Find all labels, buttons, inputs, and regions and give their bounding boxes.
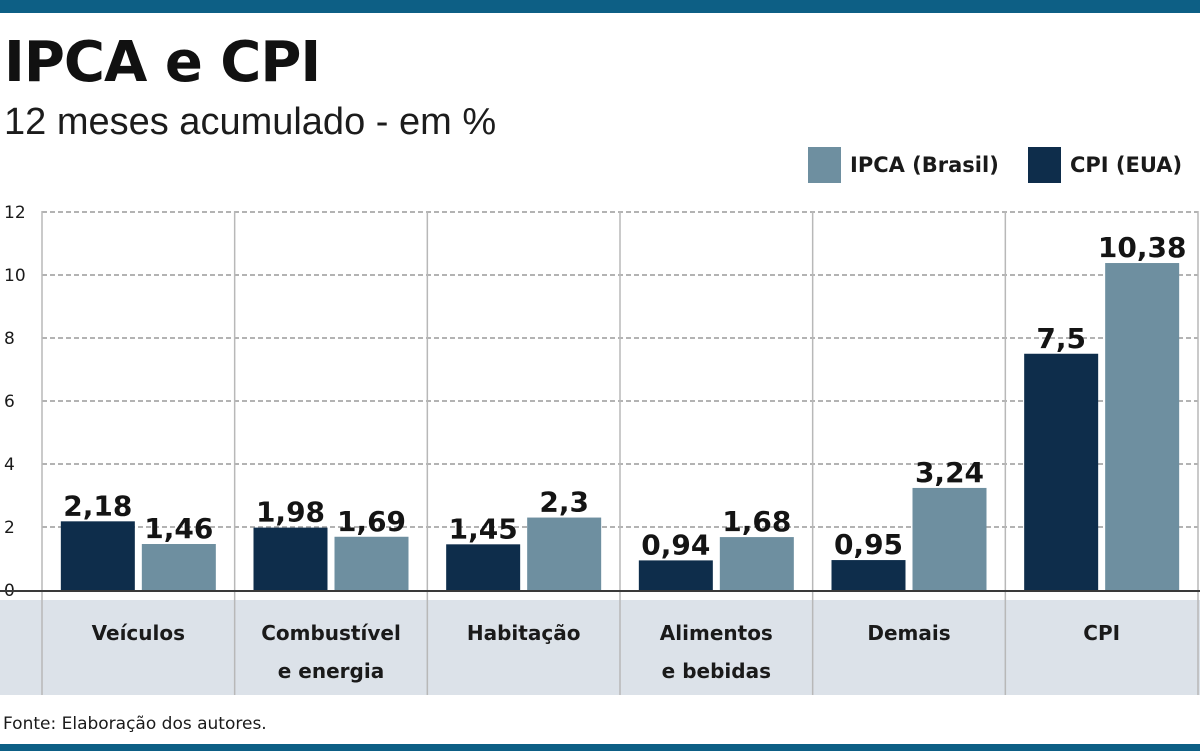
bar-ipca — [527, 517, 602, 590]
bar-ipca — [1105, 263, 1180, 590]
category-band — [0, 600, 1200, 695]
data-label: 3,24 — [915, 456, 984, 489]
category-label: Habitação — [467, 621, 581, 645]
category-label: CPI — [1083, 621, 1120, 645]
bar-cpi — [1024, 353, 1099, 590]
chart-subtitle: 12 meses acumulado - em % — [4, 101, 497, 143]
data-label: 2,3 — [539, 486, 589, 519]
data-label: 1,98 — [256, 496, 325, 529]
bar-ipca — [719, 537, 794, 590]
source-note: Fonte: Elaboração dos autores. — [3, 714, 267, 734]
data-label: 2,18 — [63, 489, 132, 522]
legend-item-ipca: IPCA (Brasil) — [808, 147, 999, 183]
legend-swatch-cpi — [1028, 147, 1061, 183]
top-accent-band — [0, 0, 1200, 13]
y-tick-label: 12 — [4, 203, 26, 223]
legend-label-ipca: IPCA (Brasil) — [850, 153, 999, 177]
y-tick-label: 2 — [4, 518, 15, 538]
legend-item-cpi: CPI (EUA) — [1028, 147, 1182, 183]
category-label: Combustível — [261, 621, 401, 645]
data-label: 1,45 — [449, 512, 518, 545]
y-tick-label: 6 — [4, 392, 15, 412]
data-label: 1,68 — [722, 505, 791, 538]
category-label: Demais — [867, 621, 950, 645]
bar-ipca — [334, 536, 409, 590]
bar-cpi — [638, 560, 713, 590]
data-label: 0,95 — [834, 528, 903, 561]
category-label: Alimentos — [660, 621, 773, 645]
data-label: 1,69 — [337, 505, 406, 538]
y-tick-label: 8 — [4, 329, 15, 349]
category-label: e energia — [278, 659, 384, 683]
bottom-accent-band — [0, 744, 1200, 751]
bar-cpi — [831, 560, 906, 590]
bar-cpi — [60, 521, 135, 590]
y-tick-label: 10 — [4, 266, 26, 286]
y-tick-label: 4 — [4, 455, 15, 475]
bar-cpi — [253, 527, 328, 590]
data-label: 0,94 — [641, 528, 710, 561]
category-label: Veículos — [92, 621, 185, 645]
bar-ipca — [141, 544, 216, 590]
data-label: 7,5 — [1036, 322, 1086, 355]
bar-cpi — [446, 544, 521, 590]
legend-swatch-ipca — [808, 147, 841, 183]
data-label: 1,46 — [144, 512, 213, 545]
data-label: 10,38 — [1098, 231, 1187, 264]
legend-label-cpi: CPI (EUA) — [1070, 153, 1183, 177]
category-label: e bebidas — [662, 659, 771, 683]
chart-title: IPCA e CPI — [4, 30, 321, 95]
bar-ipca — [912, 487, 987, 590]
